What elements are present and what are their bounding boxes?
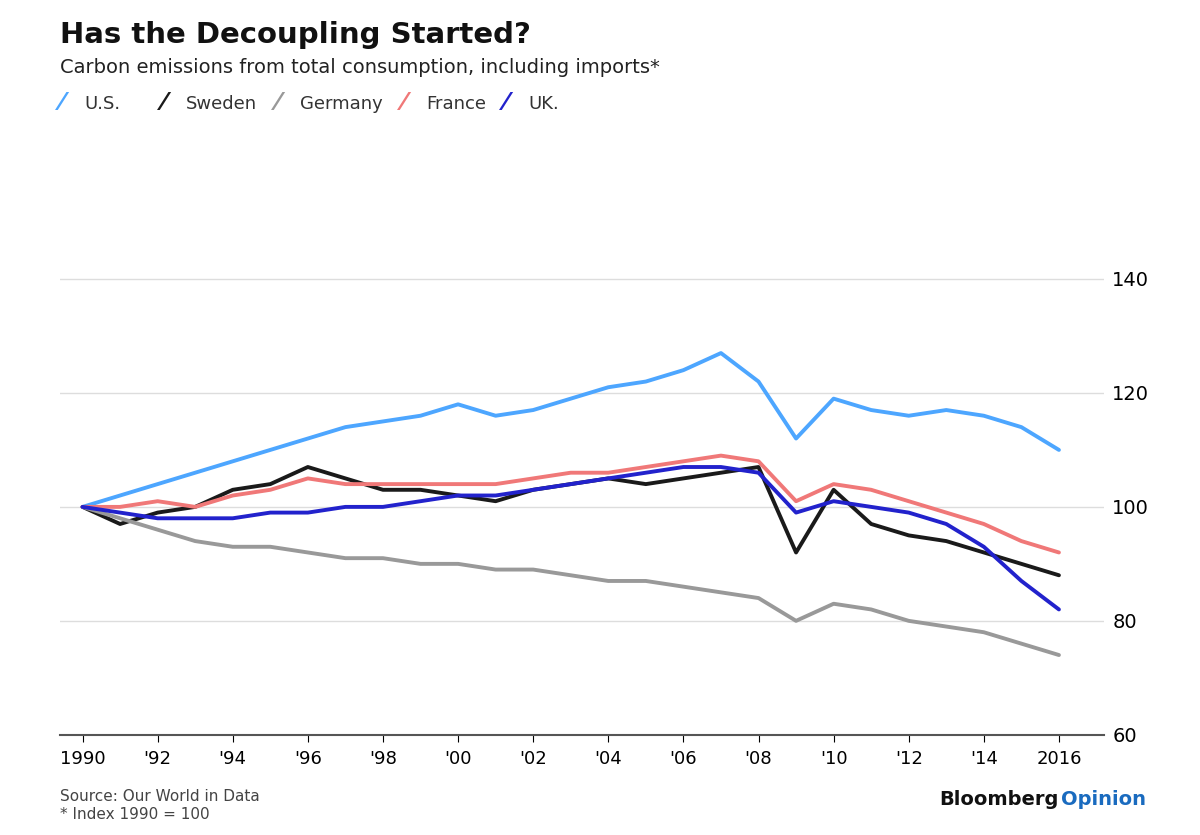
- Text: ⁄: ⁄: [60, 91, 64, 114]
- Text: ⁄: ⁄: [276, 91, 280, 114]
- Text: France: France: [426, 95, 486, 114]
- Text: U.S.: U.S.: [84, 95, 120, 114]
- Text: UK.: UK.: [528, 95, 559, 114]
- Text: Carbon emissions from total consumption, including imports*: Carbon emissions from total consumption,…: [60, 58, 660, 78]
- Text: Sweden: Sweden: [186, 95, 257, 114]
- Text: Source: Our World in Data: Source: Our World in Data: [60, 789, 259, 804]
- Text: * Index 1990 = 100: * Index 1990 = 100: [60, 807, 210, 822]
- Text: ⁄: ⁄: [402, 91, 406, 114]
- Text: Bloomberg: Bloomberg: [940, 791, 1058, 809]
- Text: ⁄: ⁄: [162, 91, 166, 114]
- Text: Has the Decoupling Started?: Has the Decoupling Started?: [60, 21, 530, 49]
- Text: Opinion: Opinion: [1061, 791, 1146, 809]
- Text: ⁄: ⁄: [504, 91, 508, 114]
- Text: Germany: Germany: [300, 95, 383, 114]
